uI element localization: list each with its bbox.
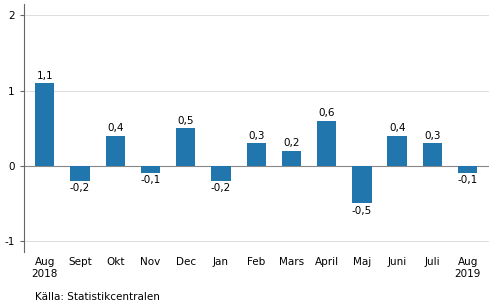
Bar xyxy=(106,136,125,166)
Bar xyxy=(423,143,442,166)
Text: -0,5: -0,5 xyxy=(352,206,372,216)
Text: Källa: Statistikcentralen: Källa: Statistikcentralen xyxy=(35,292,159,302)
Text: -0,1: -0,1 xyxy=(141,175,161,185)
Text: -0,2: -0,2 xyxy=(70,183,90,193)
Bar xyxy=(35,83,54,166)
Bar xyxy=(317,121,336,166)
Bar xyxy=(70,166,90,181)
Bar xyxy=(141,166,160,173)
Text: 1,1: 1,1 xyxy=(36,71,53,81)
Bar xyxy=(387,136,407,166)
Text: 0,2: 0,2 xyxy=(283,138,300,148)
Text: 0,3: 0,3 xyxy=(424,131,441,141)
Bar xyxy=(211,166,231,181)
Text: 0,4: 0,4 xyxy=(107,123,123,133)
Text: 0,3: 0,3 xyxy=(248,131,264,141)
Text: -0,1: -0,1 xyxy=(458,175,478,185)
Text: 0,6: 0,6 xyxy=(318,108,335,118)
Text: 0,4: 0,4 xyxy=(389,123,405,133)
Bar xyxy=(246,143,266,166)
Bar xyxy=(458,166,477,173)
Bar xyxy=(282,151,301,166)
Bar xyxy=(176,128,195,166)
Text: 0,5: 0,5 xyxy=(177,116,194,126)
Text: -0,2: -0,2 xyxy=(211,183,231,193)
Bar xyxy=(352,166,372,203)
